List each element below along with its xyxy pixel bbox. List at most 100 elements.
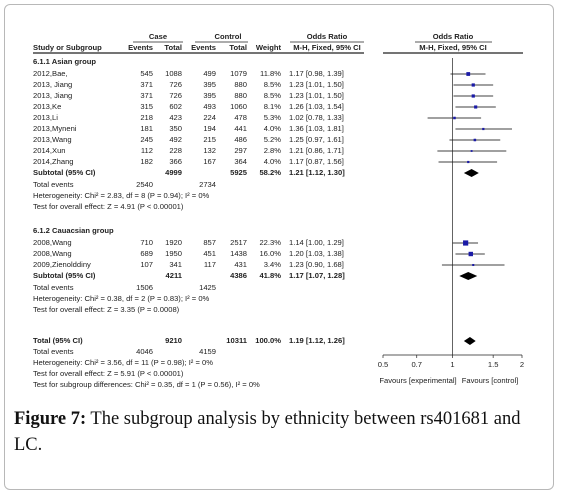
favours-label: Favours [experimental]: [379, 376, 456, 385]
study-name: 2008,Wang: [33, 249, 72, 258]
control-events: 194: [203, 124, 216, 133]
control-events: 132: [203, 146, 216, 155]
case-events: 245: [140, 135, 153, 144]
case-total: 492: [169, 135, 182, 144]
case-total: 366: [169, 157, 182, 166]
header: Odds Ratio: [307, 32, 348, 41]
control-events: 499: [203, 69, 216, 78]
study-name: 2013, Jiang: [33, 91, 72, 100]
total-events-control: 4159: [199, 347, 216, 356]
summary-case-total: 4211: [166, 271, 183, 280]
study-name: 2014,Xun: [33, 146, 66, 155]
study-name: 2013,Ke: [33, 102, 61, 111]
weight: 3.4%: [264, 260, 282, 269]
weight: 4.0%: [264, 157, 282, 166]
total-events-case: 1506: [136, 283, 153, 292]
control-events: 395: [203, 91, 216, 100]
summary-ci: 1.19 [1.12, 1.26]: [289, 336, 345, 345]
study-name: 2013,Wang: [33, 135, 72, 144]
study-square: [468, 251, 473, 257]
case-events: 371: [140, 91, 153, 100]
overall-effect: Test for overall effect: Z = 5.91 (P < 0…: [33, 369, 184, 378]
weight: 5.2%: [264, 135, 282, 144]
x-tick-label: 0.5: [378, 360, 389, 369]
case-total: 228: [169, 146, 182, 155]
control-total: 441: [234, 124, 247, 133]
subgroup-differences: Test for subgroup differences: Chi² = 0.…: [33, 380, 260, 389]
control-events: 117: [204, 260, 216, 269]
total-events-name: Total events: [33, 283, 74, 292]
weight: 8.5%: [264, 80, 282, 89]
case-events: 371: [140, 80, 153, 89]
subgroup-title: 6.1.2 Cauacsian group: [33, 226, 114, 235]
summary-control-total: 10311: [226, 336, 247, 345]
summary-weight: 58.2%: [259, 168, 281, 177]
header: Weight: [256, 43, 282, 52]
total-events-case: 4046: [136, 347, 153, 356]
case-total: 1950: [165, 249, 182, 258]
control-total: 486: [234, 135, 247, 144]
case-total: 341: [169, 260, 182, 269]
study-name: 2013, Jiang: [33, 80, 72, 89]
case-total: 726: [169, 80, 182, 89]
header: Study or Subgroup: [33, 43, 102, 52]
case-events: 218: [140, 113, 153, 122]
study-square: [466, 72, 471, 76]
total-events-name: Total events: [33, 180, 74, 189]
summary-case-total: 4999: [165, 168, 182, 177]
summary-case-total: 9210: [165, 336, 182, 345]
weight: 16.0%: [259, 249, 281, 258]
control-total: 1079: [230, 69, 247, 78]
study-name: 2012,Bae,: [33, 69, 68, 78]
case-events: 315: [140, 102, 153, 111]
case-events: 112: [141, 146, 153, 155]
study-name: 2008,Wang: [33, 238, 72, 247]
control-total: 1438: [230, 249, 247, 258]
summary-weight: 100.0%: [255, 336, 281, 345]
total-events-case: 2540: [136, 180, 153, 189]
study-name: 2009,Zienolddiny: [33, 260, 91, 269]
favours-label: Favours [control]: [462, 376, 519, 385]
study-name: 2013,Myneni: [33, 124, 77, 133]
caption-text: The subgroup analysis by ethnicity betwe…: [14, 409, 521, 455]
study-square: [471, 94, 475, 98]
control-events: 451: [203, 249, 216, 258]
control-total: 364: [234, 157, 247, 166]
control-events: 857: [203, 238, 216, 247]
study-name: 2014,Zhang: [33, 157, 74, 166]
header: Events: [191, 43, 216, 52]
ci-text: 1.20 [1.03, 1.38]: [289, 249, 344, 258]
case-total: 1920: [165, 238, 182, 247]
study-square: [470, 150, 473, 152]
control-events: 215: [203, 135, 216, 144]
header: M-H, Fixed, 95% CI: [293, 43, 361, 52]
study-square: [467, 160, 470, 164]
overall-effect: Test for overall effect: Z = 4.91 (P < 0…: [33, 202, 184, 211]
header: Total: [164, 43, 182, 52]
ci-text: 1.17 [0.98, 1.39]: [289, 69, 344, 78]
heterogeneity: Heterogeneity: Chi² = 3.56, df = 11 (P =…: [33, 358, 213, 367]
case-events: 710: [140, 238, 153, 247]
study-square: [473, 138, 477, 142]
control-events: 493: [203, 102, 216, 111]
x-tick-label: 1.5: [488, 360, 499, 369]
ci-text: 1.02 [0.78, 1.33]: [289, 113, 344, 122]
heterogeneity: Heterogeneity: Chi² = 0.38, df = 2 (P = …: [33, 294, 210, 303]
summary-control-total: 4386: [230, 271, 247, 280]
ci-text: 1.21 [0.86, 1.71]: [289, 146, 344, 155]
control-total: 478: [234, 113, 247, 122]
header: Odds Ratio: [433, 32, 474, 41]
case-total: 726: [169, 91, 182, 100]
header: Total: [229, 43, 247, 52]
case-events: 545: [140, 69, 153, 78]
case-total: 350: [169, 124, 182, 133]
summary-name: Subtotal (95% CI): [33, 271, 96, 280]
total-events-control: 2734: [199, 180, 216, 189]
header: Control: [215, 32, 242, 41]
ci-text: 1.17 [0.87, 1.56]: [289, 157, 344, 166]
summary-control-total: 5925: [230, 168, 248, 177]
header: M-H, Fixed, 95% CI: [419, 43, 487, 52]
control-events: 224: [203, 113, 216, 122]
ci-text: 1.23 [1.01, 1.50]: [289, 91, 344, 100]
ci-text: 1.23 [0.90, 1.68]: [289, 260, 344, 269]
